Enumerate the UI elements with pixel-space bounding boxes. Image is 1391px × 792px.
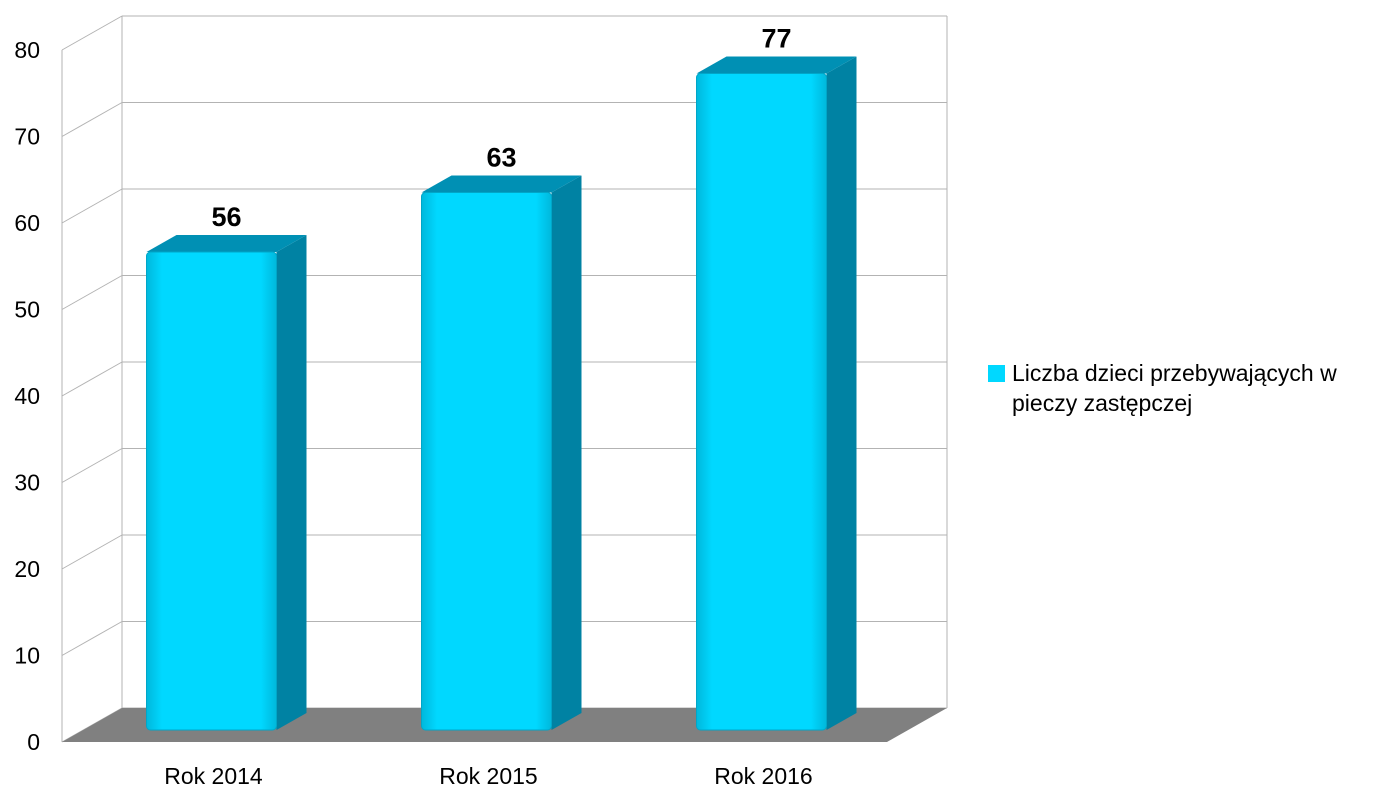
y-tick-label: 30	[14, 470, 40, 496]
bar	[421, 175, 582, 731]
bar	[146, 235, 307, 731]
y-tick-label: 50	[14, 297, 40, 323]
gridline-diagonal	[61, 361, 123, 397]
bar-top	[146, 235, 307, 252]
bar	[696, 56, 857, 731]
gridline-diagonal	[61, 15, 123, 51]
gridline-diagonal	[61, 102, 123, 137]
data-label: 77	[761, 24, 791, 54]
bar-side	[551, 175, 582, 730]
bar-side	[826, 56, 857, 730]
bar-front	[696, 73, 827, 731]
data-label: 63	[486, 143, 516, 173]
y-tick-label: 60	[14, 210, 40, 236]
x-axis-category-labels: Rok 2014 Rok 2015 Rok 2016	[164, 763, 812, 789]
bar-front	[146, 251, 277, 731]
bar-front	[421, 192, 552, 731]
y-tick-label: 70	[14, 124, 40, 150]
gridline-diagonal	[61, 621, 123, 656]
y-tick-label: 0	[27, 729, 40, 755]
gridline-diagonal	[61, 275, 123, 310]
bar-top	[421, 175, 582, 193]
gridline-diagonal	[61, 534, 123, 570]
data-label: 56	[211, 202, 241, 232]
gridline-diagonal	[61, 448, 123, 483]
data-labels: 56 63 77	[211, 24, 791, 233]
bars	[146, 56, 857, 731]
y-axis-tick-labels: 0 10 20 30 40 50 60 70 80	[14, 37, 40, 755]
bar-side	[276, 235, 307, 730]
legend-swatch	[988, 365, 1005, 382]
y-tick-label: 10	[14, 643, 40, 669]
x-category-label: Rok 2014	[164, 763, 263, 789]
x-category-label: Rok 2016	[714, 763, 812, 789]
y-tick-label: 40	[14, 383, 40, 409]
gridline-diagonal	[61, 188, 123, 224]
bar-top	[696, 56, 857, 74]
y-tick-label: 20	[14, 556, 40, 582]
x-category-label: Rok 2015	[439, 763, 537, 789]
legend-entry: Liczba dzieci przebywających w pieczy za…	[1012, 360, 1337, 416]
y-tick-label: 80	[14, 37, 40, 63]
